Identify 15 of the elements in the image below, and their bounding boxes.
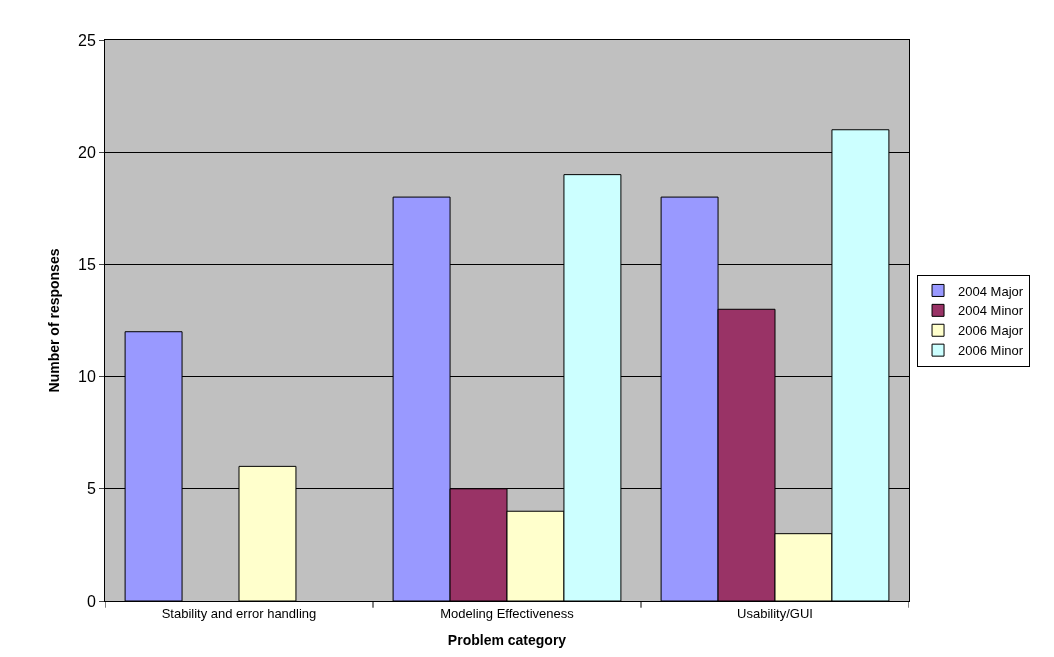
y-tick-label: 10 (78, 368, 96, 386)
x-tick-label: Stability and error handling (161, 605, 317, 621)
legend-label: 2004 Minor (958, 303, 1024, 319)
y-tick-label: 15 (78, 256, 96, 273)
x-tick-label: Usability/GUI (737, 605, 813, 621)
y-tick-label: 25 (78, 31, 96, 49)
y-tick-label: 0 (86, 592, 96, 610)
legend-label: 2006 Minor (958, 343, 1024, 359)
y-tick-label: 5 (86, 480, 96, 498)
x-tick-label: Modeling Effectiveness (440, 605, 575, 621)
legend-label: 2004 Major (958, 283, 1024, 299)
x-axis-title: Problem category (447, 631, 567, 648)
legend-label: 2006 Major (958, 323, 1024, 339)
y-tick-label: 20 (78, 143, 96, 161)
y-axis-title: Number of responses (45, 248, 62, 393)
